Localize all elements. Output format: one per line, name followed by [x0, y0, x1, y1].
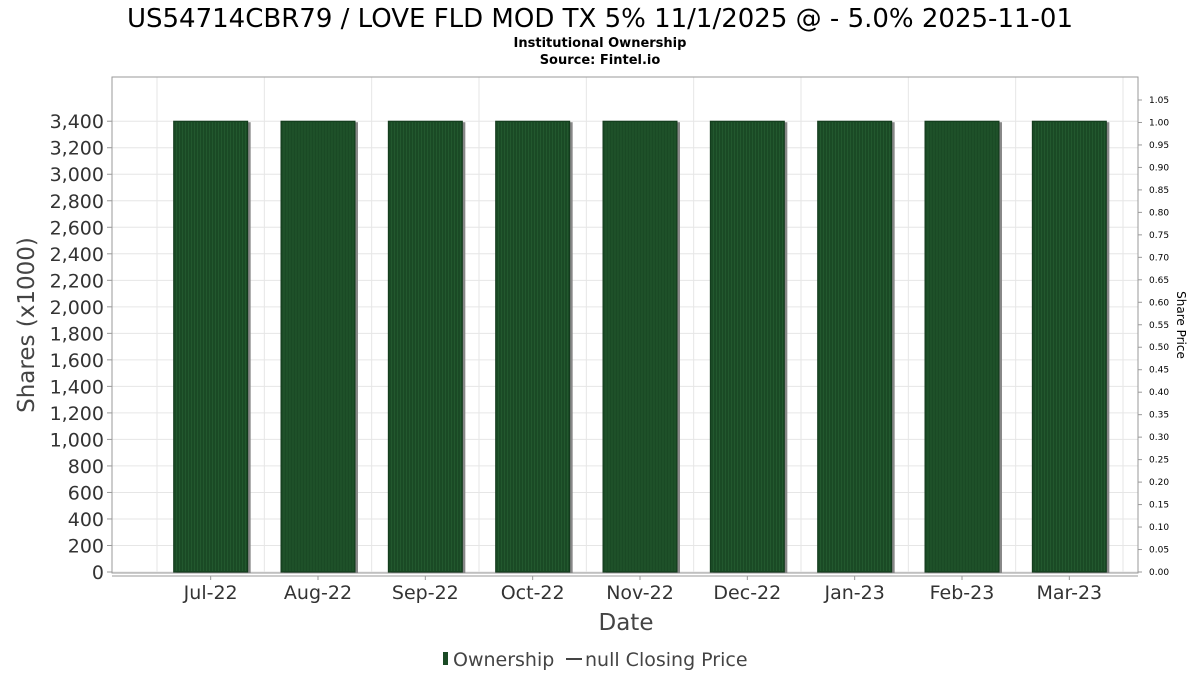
legend-price-label: null Closing Price	[585, 649, 748, 671]
chart-title: US54714CBR79 / LOVE FLD MOD TX 5% 11/1/2…	[127, 4, 1073, 34]
y2-tick-label: 1.05	[1149, 96, 1169, 106]
legend: Ownership null Closing Price	[443, 649, 748, 671]
y2-tick-label: 0.35	[1149, 411, 1169, 421]
y2-tick-label: 0.20	[1149, 478, 1169, 488]
y-tick-label: 2,600	[50, 217, 104, 239]
x-tick-label: Jul-22	[183, 582, 238, 604]
y-tick-label: 2,400	[50, 244, 104, 266]
ownership-bar: Dec-22: 3400	[709, 120, 785, 573]
x-tick-label: Nov-22	[606, 582, 674, 604]
ownership-bar: Jan-23: 3400	[817, 120, 893, 573]
ownership-bar: Sep-22: 3400	[387, 120, 463, 573]
y2-tick-label: 0.95	[1149, 141, 1169, 151]
y-tick-label: 800	[68, 456, 104, 478]
y-tick-label: 1,200	[50, 403, 104, 425]
ownership-bar: Nov-22: 3400	[602, 120, 678, 573]
x-tick-label: Feb-23	[930, 582, 995, 604]
y2-tick-label: 0.90	[1149, 163, 1169, 173]
y-tick-label: 2,000	[50, 297, 104, 319]
y-tick-label: 2,800	[50, 191, 104, 213]
y-tick-label: 1,600	[50, 350, 104, 372]
y2-tick-label: 0.00	[1149, 568, 1169, 578]
x-tick-label: Sep-22	[392, 582, 459, 604]
bars-group: Jul-22: 3400 Aug-22: 3400 Sep-22: 3400 Oct-…	[173, 120, 1110, 573]
y2-tick-label: 0.40	[1149, 388, 1169, 398]
y-tick-label: 600	[68, 482, 104, 504]
y2-tick-label: 0.50	[1149, 343, 1169, 353]
y2-tick-label: 0.25	[1149, 456, 1169, 466]
y2-tick-label: 1.00	[1149, 118, 1169, 128]
ownership-bar: Jul-22: 3400	[173, 120, 249, 573]
y2-tick-label: 0.65	[1149, 276, 1169, 286]
x-tick-label: Aug-22	[284, 582, 352, 604]
y2-tick-label: 0.10	[1149, 523, 1169, 533]
legend-ownership-label: Ownership	[453, 649, 554, 671]
y2-tick-label: 0.70	[1149, 253, 1169, 263]
y-tick-label: 2,200	[50, 270, 104, 292]
y-tick-label: 3,400	[50, 111, 104, 133]
y-axis-label: Shares (x1000)	[14, 237, 40, 413]
y-tick-label: 1,800	[50, 323, 104, 345]
y-tick-label: 1,400	[50, 376, 104, 398]
chart-source: Source: Fintel.io	[540, 53, 661, 68]
y2-tick-label: 0.15	[1149, 501, 1169, 511]
y-tick-label: 400	[68, 509, 104, 531]
legend-ownership-swatch	[443, 652, 448, 665]
y2-tick-label: 0.30	[1149, 433, 1169, 443]
y2-tick-label: 0.80	[1149, 208, 1169, 218]
y2-tick-label: 0.75	[1149, 231, 1169, 241]
x-tick-label: Oct-22	[501, 582, 565, 604]
ownership-bar: Oct-22: 3400	[495, 120, 571, 573]
y2-axis-label: Share Price	[1174, 291, 1188, 359]
y2-tick-label: 0.60	[1149, 298, 1169, 308]
x-tick-label: Mar-23	[1036, 582, 1102, 604]
x-tick-label: Dec-22	[713, 582, 781, 604]
y-tick-label: 3,000	[50, 164, 104, 186]
x-axis-ticks: Jul-22 Aug-22 Sep-22 Oct-22 Nov-22 Dec-22 Jan-…	[183, 576, 1102, 604]
ownership-bar: Mar-23: 3400	[1031, 120, 1107, 573]
x-tick-label: Jan-23	[824, 582, 885, 604]
y-tick-label: 3,200	[50, 138, 104, 160]
y2-tick-label: 0.55	[1149, 321, 1169, 331]
y-tick-label: 0	[92, 562, 104, 584]
chart-subtitle: Institutional Ownership	[514, 36, 687, 51]
y2-tick-label: 0.45	[1149, 366, 1169, 376]
y2-axis-ticks: 0.00 0.05 0.10 0.15 0.20 0.25 0.30 0.35 0.40 0.45…	[1138, 96, 1169, 578]
ownership-bar: Aug-22: 3400	[280, 120, 356, 573]
y2-tick-label: 0.05	[1149, 546, 1169, 556]
y-tick-label: 200	[68, 535, 104, 557]
ownership-bar: Feb-23: 3400	[924, 120, 1000, 573]
x-axis-label: Date	[599, 610, 654, 636]
y-axis-ticks: 0 200 400 600 800 1,000 1,200 1,400 1,600 1,800 2,…	[50, 111, 112, 584]
y-tick-label: 1,000	[50, 429, 104, 451]
y2-tick-label: 0.85	[1149, 186, 1169, 196]
